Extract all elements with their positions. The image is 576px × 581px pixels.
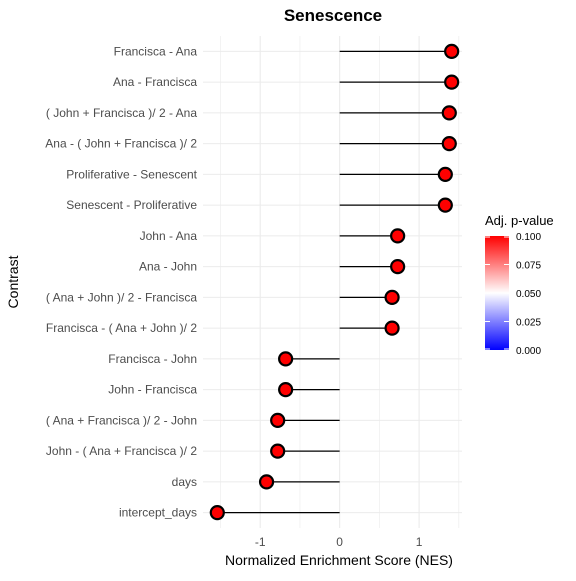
legend-tick-label: 0.075 [516,261,541,272]
lollipop-point [270,443,286,459]
lollipop-point [390,228,406,244]
lollipop-point [209,505,225,521]
category-label: ( John + Francisca )/ 2 - Ana [46,106,197,120]
category-label: John - Ana [140,229,198,243]
x-tick-label: 1 [416,535,423,549]
lollipop-point [270,412,286,428]
category-label: John - ( Ana + Francisca )/ 2 [46,444,197,458]
grid-lines [203,36,462,528]
legend: Adj. p-value 0.100 0.075 0.050 0.025 0.000 [485,213,554,357]
lollipop-point [258,474,275,490]
category-label: ( Ana + Francisca )/ 2 - John [46,413,197,427]
legend-title: Adj. p-value [485,213,554,228]
category-label: Francisca - ( Ana + John )/ 2 [46,321,197,335]
lollipop-point [444,74,460,90]
x-axis-title: Normalized Enrichment Score (NES) [225,552,453,568]
category-label: Francisca - Ana [114,44,198,58]
legend-tick-label: 0.050 [516,289,541,300]
y-axis-title: Contrast [5,255,21,308]
category-label: John - Francisca [108,383,197,397]
category-labels: Francisca - Ana Ana - Francisca ( John + F… [45,44,197,519]
lollipop-point [444,43,460,59]
category-label: Senescent - Proliferative [66,198,197,212]
legend-tick-label: 0.025 [516,318,541,329]
segments [217,50,452,514]
category-label: days [172,475,197,489]
legend-tick-label: 0.000 [516,346,541,357]
legend-ticks: 0.100 0.075 0.050 0.025 0.000 [485,232,541,357]
lollipop-point [441,105,457,121]
x-tick-labels: -1 0 1 [255,535,423,549]
category-label: Francisca - John [108,352,197,366]
category-label: intercept_days [119,506,197,520]
lollipop-point [384,320,400,336]
category-label: ( Ana + John )/ 2 - Francisca [46,290,197,304]
category-label: Ana - ( John + Francisca )/ 2 [45,137,197,151]
x-tick-label: 0 [336,535,343,549]
lollipop-point [437,197,453,213]
lollipop-point [441,136,457,152]
category-label: Ana - Francisca [113,75,197,89]
lollipop-point [390,259,406,275]
lollipop-point [278,382,294,398]
chart-title: Senescence [284,6,382,25]
legend-tick-label: 0.100 [516,232,541,243]
x-tick-label: -1 [255,535,266,549]
category-label: Ana - John [139,260,197,274]
lollipop-point [384,289,400,305]
lollipop-point [278,351,294,367]
lollipop-point [437,166,453,182]
points [209,43,460,521]
category-label: Proliferative - Senescent [66,167,197,181]
